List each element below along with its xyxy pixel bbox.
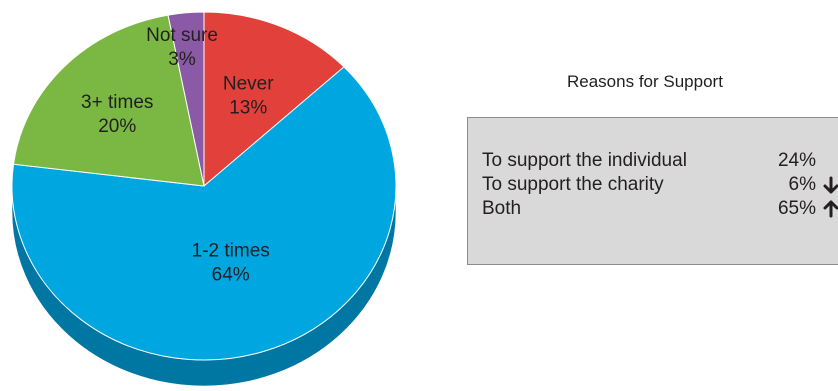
- slice-value-label: 64%: [212, 264, 250, 285]
- pie-chart: Never 13% 1-2 times 64% 3+ times 20% Not sure 3…: [11, 11, 397, 387]
- slice-category-label: Never: [223, 73, 274, 94]
- slice-value-label: 20%: [98, 116, 136, 137]
- reason-label: Both: [482, 198, 522, 219]
- reason-value: 24%: [777, 150, 816, 171]
- reasons-table: To support the individual 24% To support…: [467, 117, 838, 265]
- slice-category-label: 3+ times: [81, 92, 153, 113]
- reason-row-individual: To support the individual 24%: [482, 149, 838, 173]
- slice-value-label: 3%: [168, 49, 196, 70]
- reason-label: To support the charity: [482, 174, 664, 195]
- reason-value: 65%: [777, 198, 816, 219]
- reason-label: To support the individual: [482, 150, 687, 171]
- reason-row-charity: To support the charity 6%: [482, 173, 838, 197]
- slice-category-label: 1-2 times: [192, 240, 270, 261]
- slice-value-label: 13%: [229, 97, 267, 118]
- pie-slice-never: [203, 11, 345, 188]
- pie-slice-1-2-times: [11, 66, 397, 361]
- arrow-down-icon: [823, 176, 838, 194]
- pie-slice-not-sure: [167, 11, 205, 187]
- panel-title: Reasons for Support: [567, 72, 723, 91]
- pie-slice-3-times: [12, 14, 205, 187]
- reason-value: 6%: [788, 174, 816, 195]
- arrow-up-icon: [823, 200, 838, 218]
- slice-category-label: Not sure: [146, 25, 218, 46]
- reason-row-both: Both 65%: [482, 197, 838, 221]
